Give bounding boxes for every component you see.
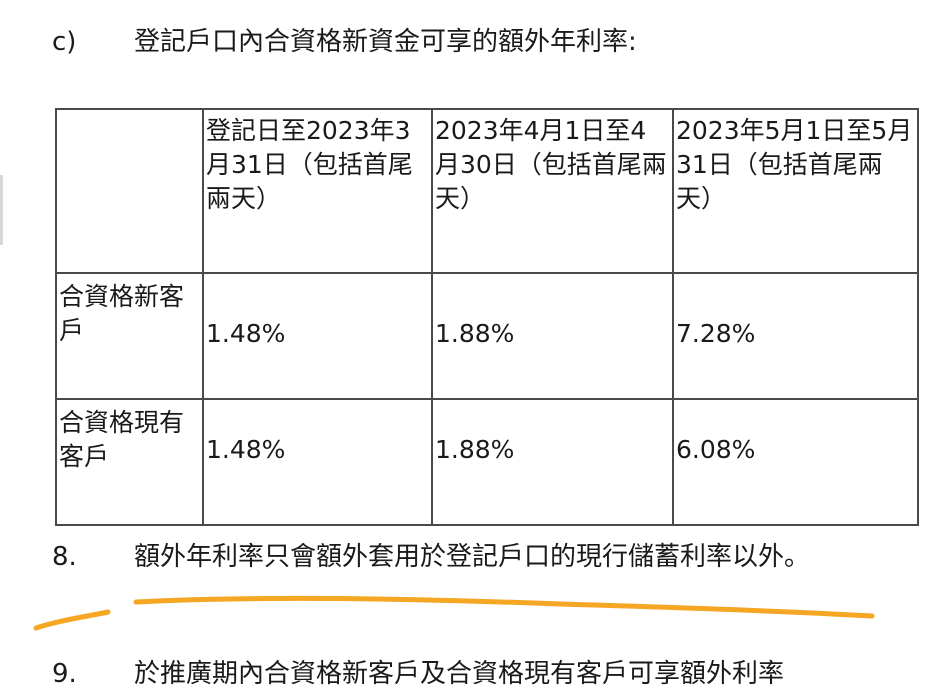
underline-stroke-short [33, 609, 111, 631]
table-header-period-2: 2023年4月1日至4月30日（包括首尾兩天） [431, 108, 674, 274]
table-row: 合資格現有客戶 1.48% 1.88% 6.08% [55, 398, 919, 526]
rate-cell: 1.48% [202, 398, 433, 526]
rate-cell: 1.48% [202, 272, 433, 400]
rate-cell: 1.88% [431, 398, 674, 526]
rate-cell: 6.08% [672, 398, 919, 526]
section-c-marker: c) [52, 27, 77, 57]
table-header-row: 登記日至2023年3月31日（包括首尾兩天） 2023年4月1日至4月30日（包… [55, 108, 919, 274]
section-c-text: 登記戶口內合資格新資金可享的額外年利率: [134, 27, 637, 57]
rate-cell: 7.28% [672, 272, 919, 400]
section-c-heading: c) 登記戶口內合資格新資金可享的額外年利率: [52, 22, 637, 66]
interest-rate-table: 登記日至2023年3月31日（包括首尾兩天） 2023年4月1日至4月30日（包… [55, 108, 919, 526]
table-header-empty [55, 108, 204, 274]
rate-cell: 1.88% [431, 272, 674, 400]
table-header-period-1: 登記日至2023年3月31日（包括首尾兩天） [202, 108, 433, 274]
note-8-text: 額外年利率只會額外套用於登記戶口的現行儲蓄利率以外。 [134, 542, 811, 572]
row-label-existing-customer: 合資格現有客戶 [55, 398, 204, 526]
highlighter-underline [33, 595, 875, 631]
note-8: 8. 額外年利率只會額外套用於登記戶口的現行儲蓄利率以外。 [52, 537, 912, 577]
table-header-period-3: 2023年5月1日至5月31日（包括首尾兩天） [672, 108, 919, 274]
row-label-new-customer: 合資格新客戶 [55, 272, 204, 400]
note-8-marker: 8. [52, 542, 77, 572]
underline-stroke-long [133, 595, 875, 619]
page-edge-mark [0, 175, 3, 245]
table-row: 合資格新客戶 1.48% 1.88% 7.28% [55, 272, 919, 400]
